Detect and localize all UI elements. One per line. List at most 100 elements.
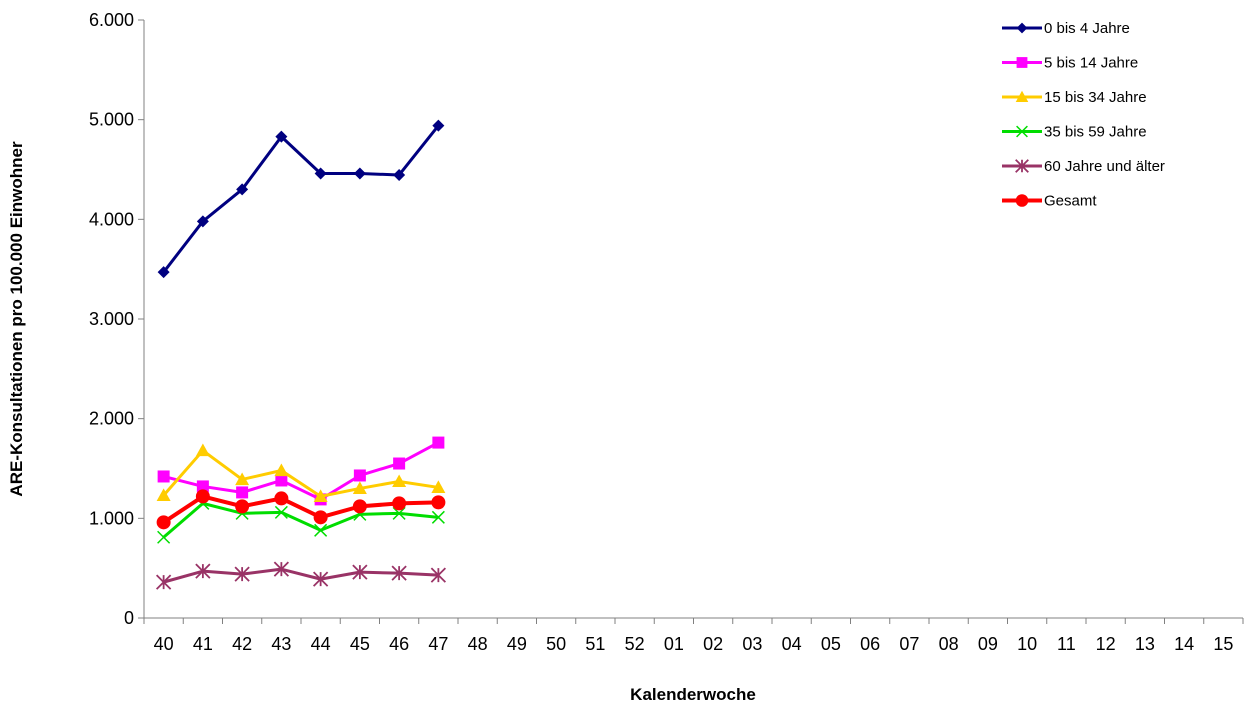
legend-label: 0 bis 4 Jahre: [1044, 20, 1130, 37]
legend-marker: [1016, 125, 1028, 138]
data-point: [236, 486, 249, 499]
data-point: [195, 489, 210, 504]
data-point: [157, 530, 171, 544]
series-line: [162, 501, 439, 539]
data-point: [352, 481, 367, 495]
y-tick-label: 4.000: [89, 209, 134, 229]
x-tick-label: 07: [899, 634, 919, 654]
data-point: [431, 510, 445, 524]
y-tick-label: 6.000: [89, 10, 134, 30]
legend: 0 bis 4 Jahre 5 bis 14 Jahre 15 bis 34 Jah…: [1002, 20, 1165, 210]
y-axis: 0 1.000 2.000 3.000 4.000 5.000 6.000: [89, 10, 145, 628]
data-point: [314, 523, 328, 537]
x-tick-label: 52: [625, 634, 645, 654]
legend-marker: [1015, 194, 1029, 207]
data-point: [352, 564, 368, 580]
legend-label: 60 Jahre und älter: [1044, 158, 1165, 175]
legend-label: Gesamt: [1044, 193, 1097, 210]
data-point: [195, 563, 211, 579]
data-point: [432, 436, 445, 449]
series-4: [155, 561, 447, 590]
data-point: [196, 215, 209, 228]
x-tick-label: 49: [507, 634, 527, 654]
legend-label: 35 bis 59 Jahre: [1044, 124, 1147, 141]
x-tick-label: 47: [428, 634, 448, 654]
x-tick-label: 03: [742, 634, 762, 654]
plot-area: [155, 119, 447, 590]
legend-marker: [1015, 90, 1029, 103]
y-axis-title: ARE-Konsultationen pro 100.000 Einwohner: [7, 141, 26, 497]
data-point: [431, 480, 446, 494]
y-tick-label: 3.000: [89, 309, 134, 329]
data-point: [392, 506, 406, 520]
data-point: [353, 469, 366, 482]
data-point: [352, 499, 367, 514]
x-tick-label: 43: [271, 634, 291, 654]
series-2: [156, 443, 446, 503]
y-tick-label: 1.000: [89, 508, 134, 528]
x-tick-label: 11: [1057, 634, 1076, 654]
data-point: [157, 470, 170, 483]
legend-item: Gesamt: [1002, 193, 1097, 210]
data-point: [235, 472, 250, 486]
data-point: [353, 167, 366, 180]
legend-item: 5 bis 14 Jahre: [1002, 55, 1138, 72]
data-point: [235, 499, 250, 514]
data-point: [274, 491, 289, 506]
data-point: [156, 488, 171, 502]
data-point: [313, 489, 328, 503]
data-point: [393, 457, 406, 470]
x-tick-label: 09: [978, 634, 998, 654]
x-axis-title: Kalenderwoche: [630, 685, 756, 704]
x-tick-label: 40: [154, 634, 174, 654]
data-point: [431, 495, 446, 510]
legend-marker: [1016, 57, 1028, 68]
y-tick-label: 5.000: [89, 110, 134, 130]
x-tick-label: 51: [585, 634, 605, 654]
x-tick-label: 46: [389, 634, 409, 654]
data-point: [391, 565, 407, 581]
x-tick-label: 01: [664, 634, 684, 654]
legend-marker: [1015, 159, 1029, 173]
y-tick-label: 2.000: [89, 409, 134, 429]
data-point: [155, 574, 172, 590]
data-point: [157, 266, 170, 279]
legend-label: 5 bis 14 Jahre: [1044, 55, 1138, 72]
data-point: [195, 443, 210, 457]
data-point: [392, 474, 407, 488]
legend-item: 35 bis 59 Jahre: [1002, 124, 1147, 141]
x-tick-label: 08: [939, 634, 959, 654]
data-point: [430, 567, 447, 583]
data-point: [313, 510, 328, 525]
x-tick-label: 04: [782, 634, 802, 654]
x-tick-label: 48: [468, 634, 488, 654]
legend-item: 60 Jahre und älter: [1002, 158, 1165, 175]
y-tick-label: 0: [124, 608, 134, 628]
data-point: [432, 119, 445, 132]
data-point: [393, 168, 406, 181]
data-point: [314, 167, 327, 180]
data-point: [392, 496, 407, 511]
x-tick-label: 45: [350, 634, 370, 654]
x-tick-label: 12: [1096, 634, 1116, 654]
legend-item: 0 bis 4 Jahre: [1002, 20, 1130, 37]
x-tick-label: 10: [1017, 634, 1037, 654]
x-tick-label: 44: [311, 634, 331, 654]
data-point: [234, 566, 250, 582]
data-point: [196, 480, 209, 493]
data-point: [275, 474, 288, 487]
data-point: [274, 505, 288, 519]
x-tick-label: 06: [860, 634, 880, 654]
x-tick-label: 41: [193, 634, 213, 654]
data-point: [275, 130, 288, 143]
series-0: [157, 119, 445, 279]
data-point: [236, 183, 249, 196]
series-line: [162, 124, 440, 274]
x-tick-label: 15: [1213, 634, 1233, 654]
x-tick-label: 42: [232, 634, 252, 654]
series-line: [163, 567, 439, 584]
data-point: [274, 463, 289, 477]
legend-label: 15 bis 34 Jahre: [1044, 89, 1147, 106]
series-line: [163, 441, 440, 501]
